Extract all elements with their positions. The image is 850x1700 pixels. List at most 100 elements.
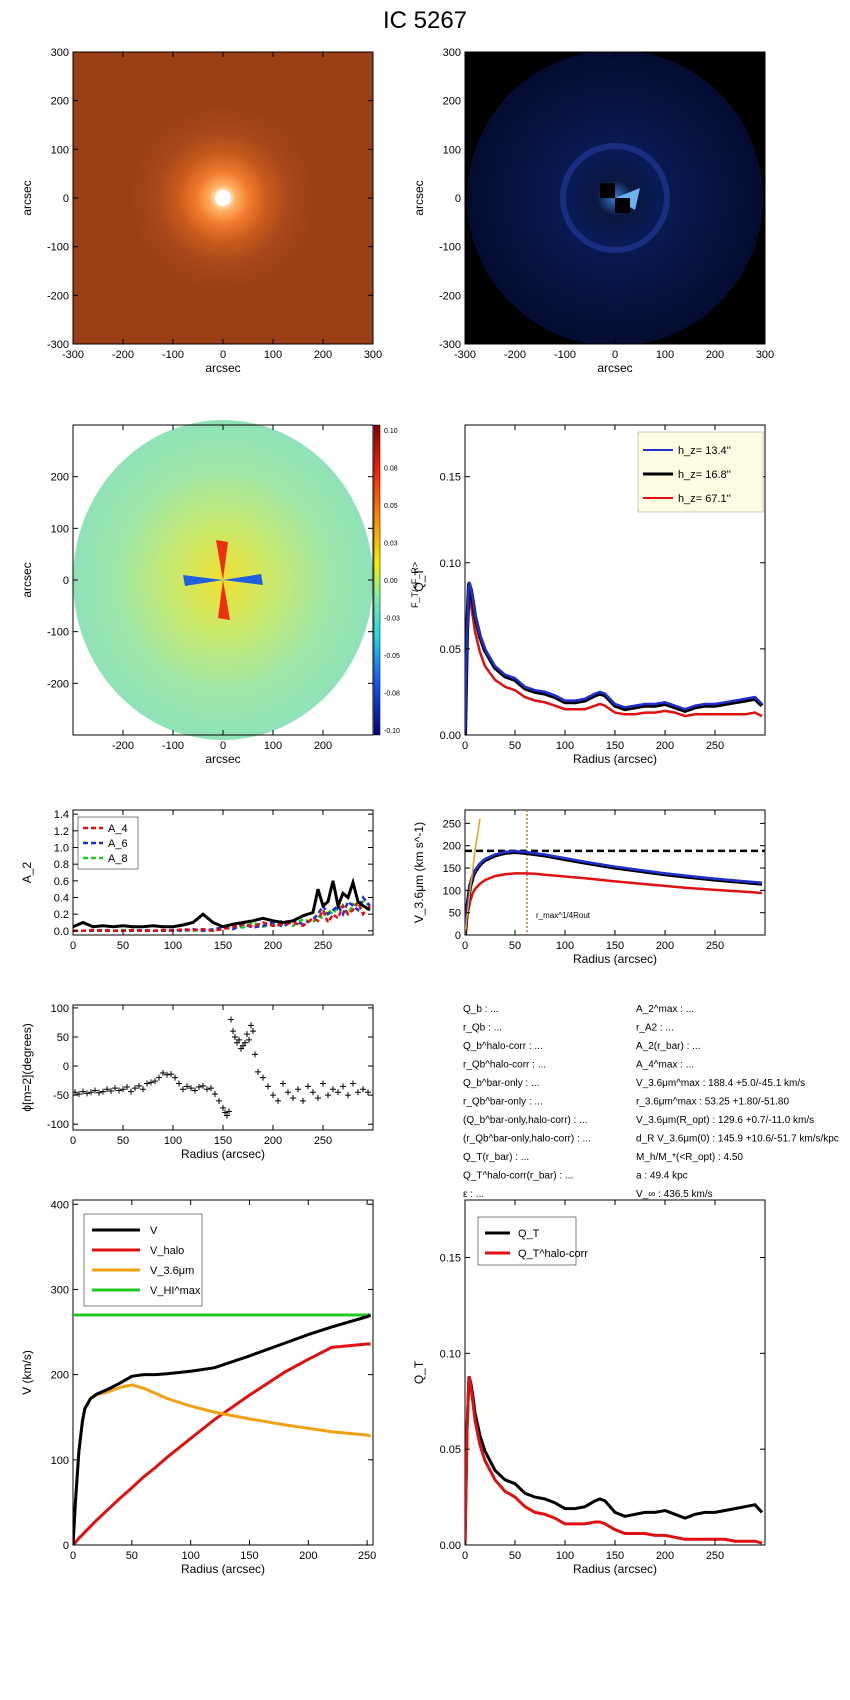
x-tick-label: 100 xyxy=(264,349,282,361)
phase-point xyxy=(144,1080,150,1087)
param-right: M_h/M_*(<R_opt) : 4.50 xyxy=(636,1152,743,1163)
param-right: r_3.6μm^max : 53.25 +1.80/-51.80 xyxy=(636,1097,789,1108)
series-line-blue xyxy=(465,581,763,735)
x-axis-label: Radius (arcsec) xyxy=(181,1562,265,1576)
x-tick-label: 150 xyxy=(606,740,624,752)
y-tick-label: 0 xyxy=(63,1061,69,1073)
y-tick-label: -100 xyxy=(47,242,69,254)
y-tick-label: -300 xyxy=(47,339,69,351)
phase-point xyxy=(246,1036,252,1043)
x-tick-label: 200 xyxy=(706,349,724,361)
phase-point xyxy=(270,1092,276,1099)
y-axis-label: Q_T xyxy=(412,568,426,592)
y-tick-label: 0 xyxy=(455,193,461,205)
y-tick-label: 200 xyxy=(443,96,461,108)
y-tick-label: 0.8 xyxy=(54,859,69,871)
x-tick-label: 50 xyxy=(509,1550,521,1562)
force-map-bar-red-2 xyxy=(218,580,230,620)
y-tick-label: -200 xyxy=(47,290,69,302)
phase-point xyxy=(255,1068,261,1075)
y-tick-label: 50 xyxy=(57,1032,69,1044)
y-axis-label: V (km/s) xyxy=(20,1350,34,1395)
residual-mask-2 xyxy=(615,198,630,213)
panel-rotation-36: 0 50 100 150 200 250 0 50 100 150 200 250 Radius (ar… xyxy=(412,809,766,966)
phase-point xyxy=(220,1104,226,1111)
phase-point xyxy=(204,1086,210,1093)
x-tick-label: -100 xyxy=(554,349,576,361)
x-tick-label: 200 xyxy=(314,349,332,361)
series-line-black xyxy=(73,877,371,929)
y-tick-label: 200 xyxy=(51,472,69,484)
legend-qt-black: Q_T xyxy=(518,1228,540,1240)
x-tick-label: 50 xyxy=(509,740,521,752)
phase-point xyxy=(365,1089,371,1096)
x-tick-label: 0 xyxy=(462,740,468,752)
x-axis-label: Radius (arcsec) xyxy=(573,752,657,766)
x-tick-label: 0 xyxy=(70,940,76,952)
y-tick-label: 0.10 xyxy=(440,558,461,570)
phase-point xyxy=(148,1079,154,1086)
phase-point xyxy=(242,1039,248,1046)
x-tick-label: 250 xyxy=(706,940,724,952)
phase-point xyxy=(355,1089,361,1096)
x-tick-label: 150 xyxy=(214,940,232,952)
y-tick-label: 200 xyxy=(443,841,461,853)
x-tick-label: 100 xyxy=(264,740,282,752)
param-right: V_3.6μm^max : 188.4 +5.0/-45.1 km/s xyxy=(636,1078,805,1089)
param-left: Q_b^bar-only : ... xyxy=(463,1078,539,1089)
x-tick-label: 150 xyxy=(606,1550,624,1562)
legend-velocities: V V_halo V_3.6μm V_HI^max xyxy=(83,1213,203,1307)
param-left: (r_Qb^bar-only,halo-corr) : ... xyxy=(463,1134,591,1145)
x-tick-label: 250 xyxy=(706,1550,724,1562)
phase-point xyxy=(188,1085,194,1092)
legend-amplitudes: A_4 A_6 A_8 xyxy=(77,816,139,870)
param-right: A_2(r_bar) : ... xyxy=(636,1041,700,1052)
x-tick-label: 250 xyxy=(358,1550,376,1562)
legend-a6: A_6 xyxy=(108,838,128,850)
x-tick-label: 0 xyxy=(70,1135,76,1147)
colorbar-tick-label: 0.05 xyxy=(384,503,398,510)
phase-point xyxy=(290,1095,296,1102)
colorbar-tick-label: -0.05 xyxy=(384,653,400,660)
phase-point xyxy=(100,1088,106,1095)
phase-point xyxy=(228,1016,234,1023)
y-tick-label: 0.6 xyxy=(54,876,69,888)
y-tick-label: 300 xyxy=(51,1284,69,1296)
phase-point xyxy=(156,1074,162,1081)
phase-point xyxy=(216,1097,222,1104)
y-tick-label: 0.00 xyxy=(440,730,461,742)
panel-parameters: Q_b : ... r_Qb : ... Q_b^halo-corr : ... r_… xyxy=(463,1004,839,1200)
y-tick-label: -100 xyxy=(439,242,461,254)
x-tick-label: 50 xyxy=(117,1135,129,1147)
legend-v36: V_3.6μm xyxy=(150,1265,194,1277)
panel-galaxy-image: -300 -200 -100 0 100 200 300 -300 -200 -100 0 100 20… xyxy=(20,47,382,375)
panel-force-map: 0.10 0.08 0.05 0.03 0.00 -0.03 -0.05 -0.08 -0.10… xyxy=(20,420,420,766)
y-tick-label: 0 xyxy=(63,193,69,205)
phase-point xyxy=(112,1085,118,1092)
phase-point xyxy=(96,1089,102,1096)
y-axis-label: ϕ[m=2](degrees) xyxy=(20,1023,34,1111)
y-tick-label: 50 xyxy=(449,908,461,920)
series-line-black xyxy=(73,1313,372,1545)
legend-hz-red: h_z= 67.1'' xyxy=(678,493,731,505)
x-tick-label: -100 xyxy=(162,349,184,361)
legend-vhi: V_HI^max xyxy=(150,1285,201,1297)
x-tick-label: 50 xyxy=(509,940,521,952)
x-tick-label: 50 xyxy=(117,940,129,952)
y-tick-label: 0.15 xyxy=(440,472,461,484)
phase-point xyxy=(260,1074,266,1081)
phase-point xyxy=(73,1089,78,1096)
colorbar-label: F_T/<F_R> xyxy=(410,562,420,608)
colorbar-tick-label: 0.10 xyxy=(384,428,398,435)
x-axis-label: Radius (arcsec) xyxy=(573,952,657,966)
phase-point xyxy=(330,1086,336,1093)
legend-vhalo: V_halo xyxy=(150,1245,184,1257)
phase-point xyxy=(340,1083,346,1090)
y-tick-label: -300 xyxy=(439,339,461,351)
force-map-bar-red xyxy=(216,540,228,580)
x-tick-label: 100 xyxy=(656,349,674,361)
y-tick-label: 0.0 xyxy=(54,926,69,938)
phase-point xyxy=(180,1086,186,1093)
phase-point xyxy=(350,1080,356,1087)
figure-title: IC 5267 xyxy=(383,7,467,34)
